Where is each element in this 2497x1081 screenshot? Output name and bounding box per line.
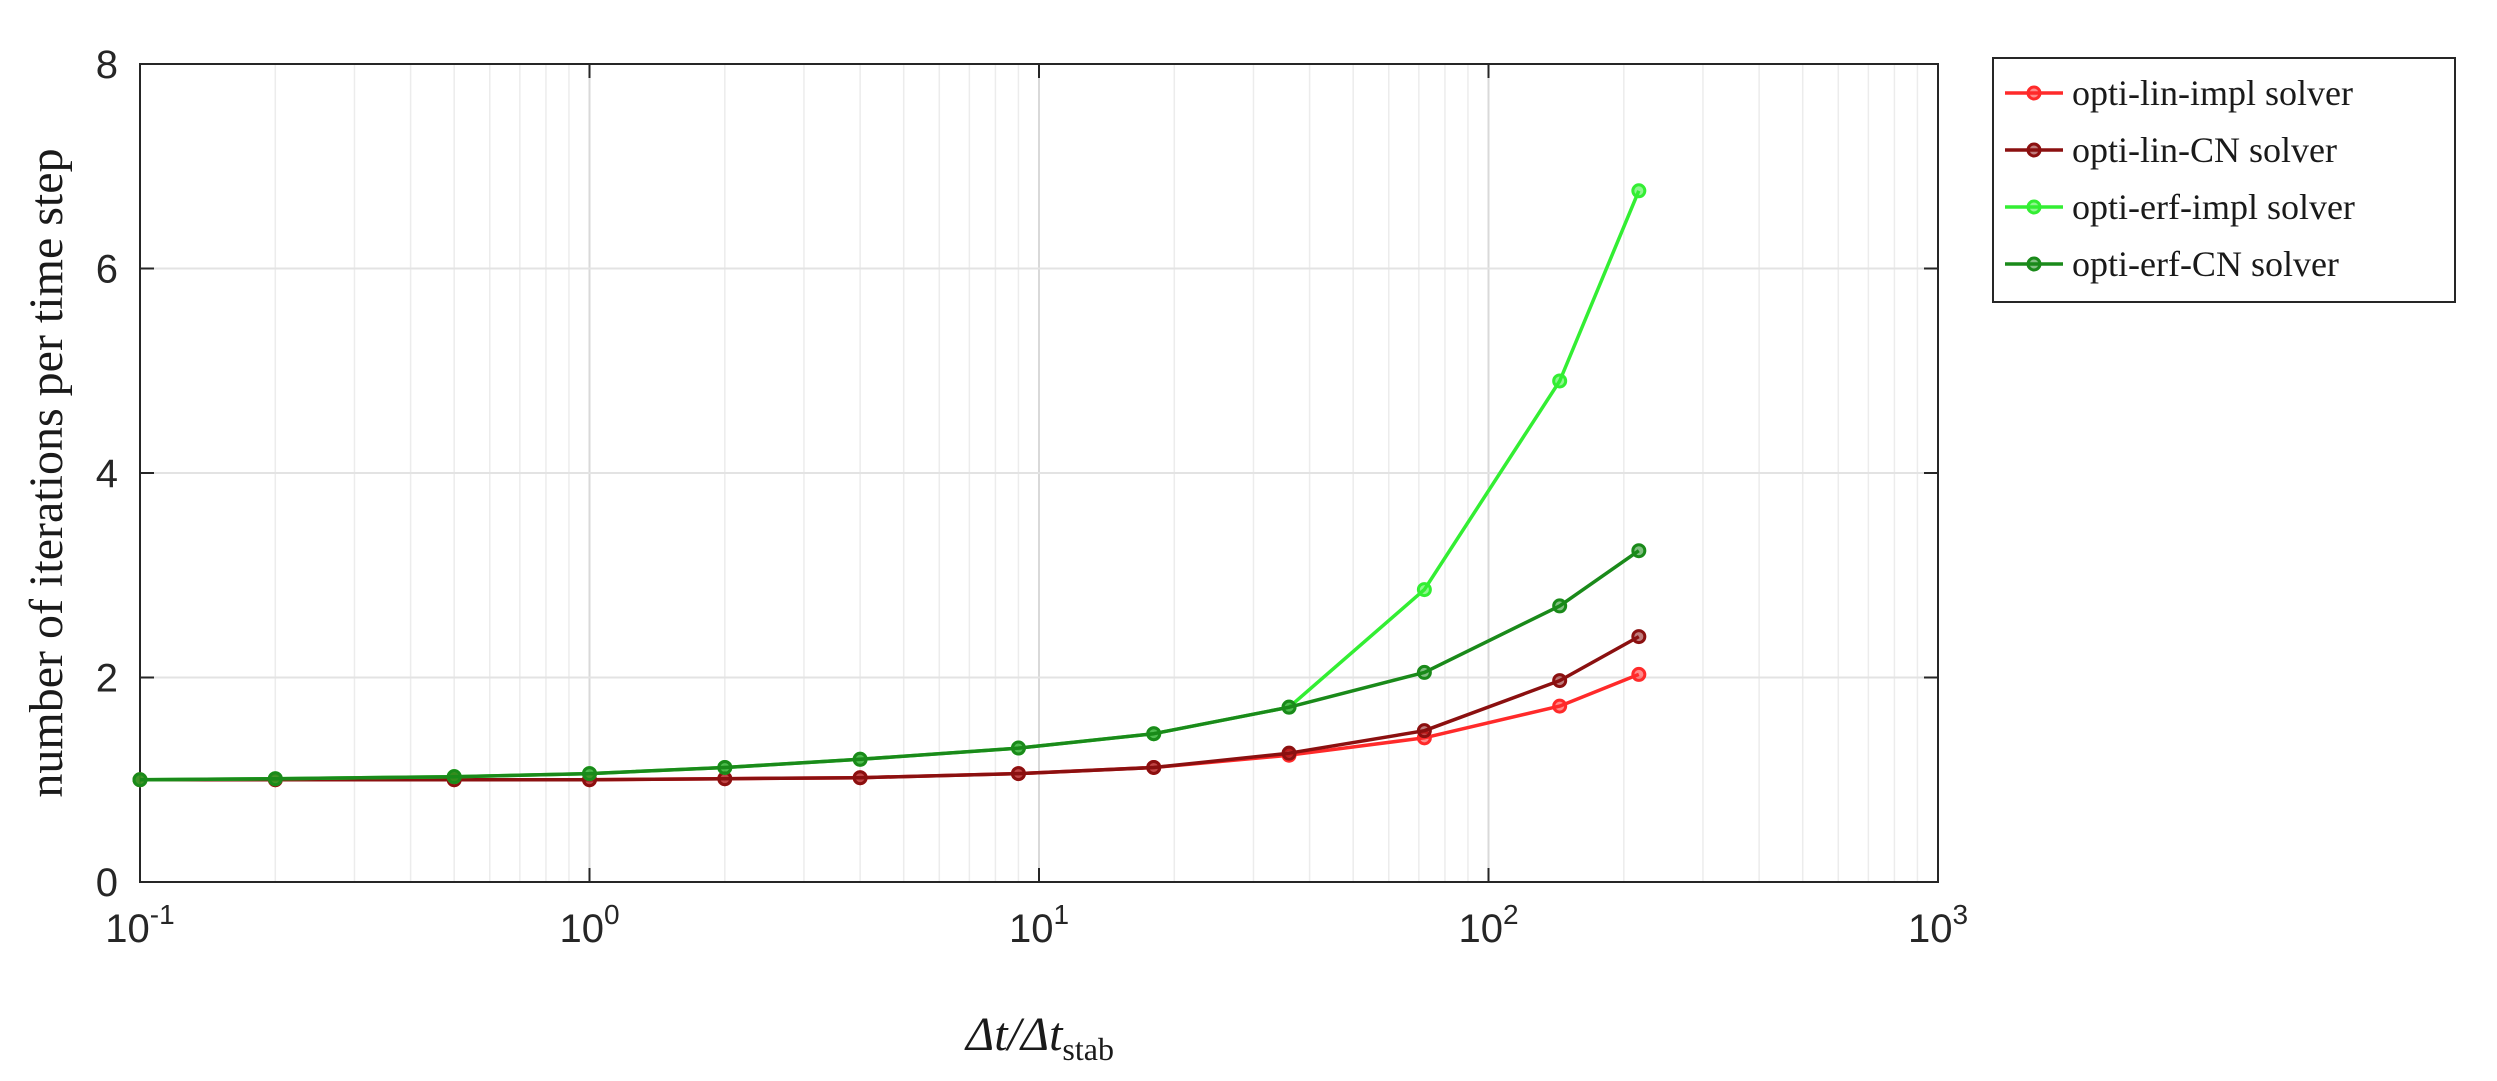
legend-label: opti-lin-CN solver [2072, 130, 2337, 170]
data-point [1146, 759, 1162, 775]
data-point [1146, 726, 1162, 742]
legend-box [1992, 57, 2456, 303]
y-tick-label: 0 [96, 861, 118, 905]
x-axis-label-main: Δt/Δt [964, 1008, 1064, 1061]
x-tick-label: 100 [559, 899, 619, 951]
data-point [1552, 373, 1568, 389]
y-axis-ticks: 0 2 4 6 8 [96, 43, 1938, 905]
data-point [1631, 629, 1647, 645]
series-line [140, 635, 1640, 782]
legend-entry: opti-erf-CN solver [2005, 244, 2339, 284]
x-tick-label: 103 [1908, 899, 1968, 951]
legend-entry: opti-lin-CN solver [2005, 130, 2337, 170]
data-point [1631, 183, 1647, 199]
data-point [1281, 745, 1297, 761]
data-point [1281, 699, 1297, 715]
data-point [852, 751, 868, 767]
data-point [1010, 740, 1026, 756]
data-point [1416, 723, 1432, 739]
data-point [132, 772, 148, 788]
legend-label: opti-erf-impl solver [2072, 187, 2355, 227]
y-tick-label: 2 [96, 657, 118, 701]
x-tick-label: 10-1 [105, 899, 174, 951]
data-point [1552, 598, 1568, 614]
data-point [267, 771, 283, 787]
data-point [1416, 582, 1432, 598]
y-tick-label: 6 [96, 248, 118, 292]
x-tick-label: 102 [1458, 899, 1518, 951]
legend: opti-lin-impl solver opti-lin-CN solver op… [1992, 57, 2456, 303]
data-point [717, 759, 733, 775]
series-line [139, 549, 1640, 782]
y-tick-label: 8 [96, 43, 118, 87]
legend-marker [2026, 199, 2042, 215]
legend-marker [2026, 142, 2042, 158]
data-point [852, 770, 868, 786]
data-point [1552, 698, 1568, 714]
data-point [446, 769, 462, 785]
data-point [1631, 543, 1647, 559]
x-axis-ticks: 10-1 100 101 102 103 [105, 64, 1968, 951]
legend-marker [2026, 256, 2042, 272]
x-tick-label: 101 [1009, 899, 1069, 951]
legend-entry: opti-erf-impl solver [2005, 187, 2355, 227]
data-point [1010, 766, 1026, 782]
legend-entry: opti-lin-impl solver [2005, 73, 2353, 113]
legend-label: opti-lin-impl solver [2072, 73, 2353, 113]
data-point [582, 766, 597, 782]
data-point [1416, 664, 1432, 680]
data-point [1631, 666, 1647, 682]
data-point [1552, 673, 1568, 689]
series-4 [132, 543, 1647, 788]
series-group [132, 183, 1647, 788]
x-axis-label: Δt/Δtstab [964, 1008, 1114, 1067]
legend-label: opti-erf-CN solver [2072, 244, 2339, 284]
legend-marker [2026, 85, 2042, 101]
y-axis-label: number of iterations per time step [20, 148, 73, 797]
x-axis-label-sub: stab [1062, 1031, 1114, 1067]
y-tick-label: 4 [96, 452, 118, 496]
